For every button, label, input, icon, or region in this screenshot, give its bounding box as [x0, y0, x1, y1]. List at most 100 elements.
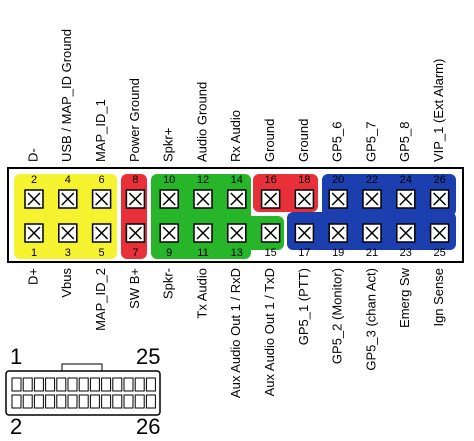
top-pin-number: 10 — [163, 174, 175, 186]
pin-cross — [162, 226, 176, 240]
pin-cross — [331, 226, 345, 240]
pin-label: 2 — [10, 414, 22, 439]
pin-cross — [297, 192, 311, 206]
bottom-pin-number: 7 — [132, 247, 138, 259]
pin-cross — [433, 226, 447, 240]
small-contact — [11, 394, 22, 409]
bottom-pin-label: GP5_2 (Monitor) — [330, 268, 345, 364]
top-pin-number: 16 — [264, 174, 276, 186]
pin-label: 1 — [10, 344, 22, 369]
small-contact — [33, 394, 44, 409]
top-pin-label: GP5_7 — [363, 122, 378, 162]
small-contact — [101, 377, 112, 392]
bottom-pin-label: Ign Sense — [431, 268, 446, 327]
small-connector: 1 25 2 26 — [5, 344, 161, 439]
top-pin-number: 12 — [197, 174, 209, 186]
bottom-pin-number: 21 — [366, 247, 378, 259]
top-pin-label: Spkr+ — [161, 128, 176, 162]
top-pin-number: 24 — [400, 174, 412, 186]
bottom-pin-label: D+ — [25, 268, 40, 285]
bottom-pin-label: Tx Audio — [194, 268, 209, 319]
small-contact — [78, 394, 89, 409]
small-contact — [67, 394, 78, 409]
top-pin-number: 14 — [231, 174, 243, 186]
bottom-pin-number: 19 — [332, 247, 344, 259]
top-pin-number: 8 — [132, 174, 138, 186]
pin-cross — [264, 226, 278, 240]
small-contact — [67, 377, 78, 392]
pin-cross — [230, 226, 244, 240]
pin-cross — [365, 226, 379, 240]
pin-cross — [196, 192, 210, 206]
small-contact — [56, 394, 67, 409]
small-contact — [22, 377, 33, 392]
pin-cross — [128, 192, 142, 206]
small-contact — [33, 377, 44, 392]
bottom-pin-number: 17 — [298, 247, 310, 259]
top-pin-label: Audio Ground — [194, 82, 209, 162]
bottom-pin-number: 5 — [99, 247, 105, 259]
top-pin-number: 6 — [99, 174, 105, 186]
small-contact — [78, 377, 89, 392]
small-contact — [45, 377, 56, 392]
small-contact — [22, 394, 33, 409]
bottom-pin-label: GP5_3 (chan Act) — [363, 268, 378, 371]
bottom-pin-number: 23 — [400, 247, 412, 259]
bottom-pin-label: Vbus — [59, 268, 74, 298]
top-pin-number: 26 — [433, 174, 445, 186]
pin-cross — [433, 192, 447, 206]
top-pin-number: 18 — [298, 174, 310, 186]
bottom-pin-number: 9 — [166, 247, 172, 259]
small-contact — [123, 377, 134, 392]
bottom-pin-label: Aux Audio Out 1 / RxD — [228, 268, 243, 398]
pin-label: 25 — [136, 344, 160, 369]
pin-cross — [61, 226, 75, 240]
top-pin-label: GP5_6 — [330, 122, 345, 162]
pin-cross — [162, 192, 176, 206]
bottom-pin-label: SW B+ — [127, 268, 142, 309]
small-contact — [145, 377, 156, 392]
top-pin-label: MAP_ID_1 — [93, 99, 108, 162]
bottom-pin-number: 3 — [65, 247, 71, 259]
bottom-pin-label: Emerg Sw — [397, 267, 412, 328]
pin-cross — [399, 192, 413, 206]
top-pin-number: 20 — [332, 174, 344, 186]
top-pin-label: GP5_8 — [397, 122, 412, 162]
top-pin-label: USB / MAP_ID Ground — [59, 29, 74, 162]
pin-cross — [27, 192, 41, 206]
pin-cross — [230, 192, 244, 206]
small-contact — [56, 377, 67, 392]
blue-top-group — [322, 174, 456, 216]
top-pin-label: Power Ground — [127, 78, 142, 162]
bottom-pin-number: 15 — [264, 247, 276, 259]
top-pin-label: VIP_1 (Ext Alarm) — [431, 59, 446, 162]
small-contact — [145, 394, 156, 409]
small-contact — [101, 394, 112, 409]
pin-cross — [27, 226, 41, 240]
small-contact — [112, 394, 123, 409]
small-contact — [11, 377, 22, 392]
small-contact — [134, 377, 145, 392]
small-contact — [134, 394, 145, 409]
pin-cross — [95, 226, 109, 240]
top-pin-label: D- — [25, 148, 40, 162]
bottom-pin-label: Spkr- — [161, 268, 176, 299]
bottom-pin-label: GP5_1 (PTT) — [296, 268, 311, 345]
pin-cross — [61, 192, 75, 206]
top-pin-label: Rx Audio — [228, 110, 243, 162]
pin-cross — [399, 226, 413, 240]
top-pin-number: 2 — [31, 174, 37, 186]
bottom-pin-number: 11 — [197, 247, 208, 259]
small-contact — [89, 394, 100, 409]
small-contact — [112, 377, 123, 392]
pin-label: 26 — [136, 414, 160, 439]
small-contact — [45, 394, 56, 409]
bottom-pin-number: 25 — [433, 247, 445, 259]
top-pin-number: 4 — [65, 174, 71, 186]
bottom-pin-number: 1 — [31, 247, 37, 259]
pin-cross — [264, 192, 278, 206]
top-pin-number: 22 — [366, 174, 378, 186]
